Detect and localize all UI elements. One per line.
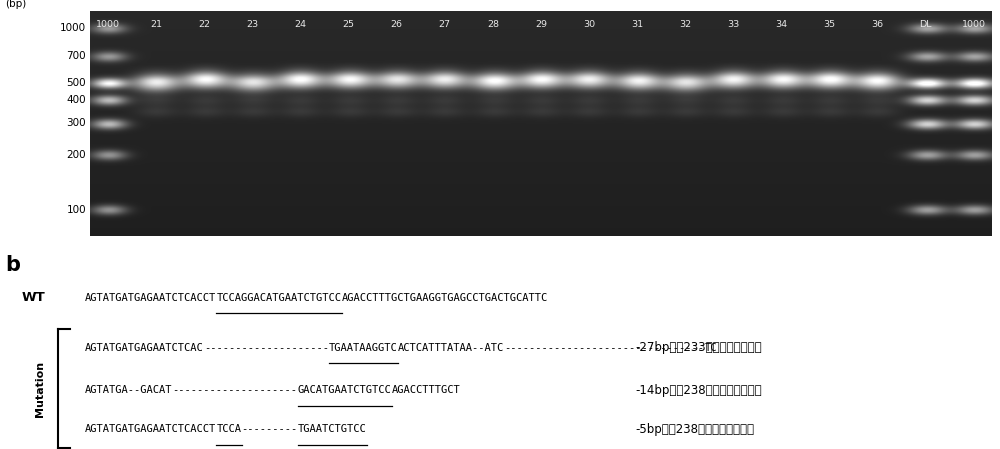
Text: --------------------------------: -------------------------------- bbox=[504, 343, 704, 353]
Text: 1000: 1000 bbox=[60, 23, 86, 33]
Text: 21: 21 bbox=[150, 20, 162, 29]
Text: 32: 32 bbox=[679, 20, 691, 29]
Text: 27: 27 bbox=[439, 20, 451, 29]
Text: TCCA: TCCA bbox=[216, 424, 241, 434]
Text: 400: 400 bbox=[66, 95, 86, 105]
Text: AGTATGATGAGAATCTCAC: AGTATGATGAGAATCTCAC bbox=[85, 343, 204, 353]
Text: AGACCTTTGCT: AGACCTTTGCT bbox=[392, 385, 461, 396]
Text: --------------------: -------------------- bbox=[204, 343, 329, 353]
Text: TGAATCTGTCC: TGAATCTGTCC bbox=[298, 424, 367, 434]
Text: 26: 26 bbox=[391, 20, 403, 29]
Text: 300: 300 bbox=[66, 118, 86, 128]
Text: a: a bbox=[5, 0, 19, 4]
Text: --------------------: -------------------- bbox=[173, 385, 298, 396]
Text: 24: 24 bbox=[294, 20, 306, 29]
Text: -5bp（第238位氨基酸处终止）: -5bp（第238位氨基酸处终止） bbox=[635, 423, 754, 436]
Text: 1000: 1000 bbox=[962, 20, 986, 29]
Text: 22: 22 bbox=[198, 20, 210, 29]
Text: 25: 25 bbox=[343, 20, 355, 29]
Text: 31: 31 bbox=[631, 20, 643, 29]
Text: 700: 700 bbox=[66, 51, 86, 61]
Text: 29: 29 bbox=[535, 20, 547, 29]
Text: 36: 36 bbox=[872, 20, 884, 29]
Text: 33: 33 bbox=[727, 20, 740, 29]
Text: 28: 28 bbox=[487, 20, 499, 29]
Text: -14bp（第238位氨基酸处终止）: -14bp（第238位氨基酸处终止） bbox=[635, 384, 762, 397]
Text: Mutation: Mutation bbox=[35, 361, 45, 417]
Text: TCCAGGACATGAATCTGTCC: TCCAGGACATGAATCTGTCC bbox=[216, 293, 341, 303]
Text: DL: DL bbox=[920, 20, 932, 29]
Text: 35: 35 bbox=[824, 20, 836, 29]
Text: TC: TC bbox=[705, 343, 717, 353]
Text: 30: 30 bbox=[583, 20, 595, 29]
Text: 100: 100 bbox=[66, 205, 86, 215]
Text: TGAATAAGGTC: TGAATAAGGTC bbox=[329, 343, 398, 353]
Text: (bp): (bp) bbox=[5, 0, 26, 9]
Text: 200: 200 bbox=[66, 150, 86, 160]
Text: -27bp（第233位氨基酸处终止）: -27bp（第233位氨基酸处终止） bbox=[635, 342, 762, 354]
Text: AGTATGATGAGAATCTCACCT: AGTATGATGAGAATCTCACCT bbox=[85, 293, 216, 303]
Text: AGACCTTTGCTGAAGGTGAGCCTGACTGCATTC: AGACCTTTGCTGAAGGTGAGCCTGACTGCATTC bbox=[342, 293, 548, 303]
Text: 34: 34 bbox=[775, 20, 788, 29]
Text: AGTATGATGAGAATCTCACCT: AGTATGATGAGAATCTCACCT bbox=[85, 424, 216, 434]
Text: ---------: --------- bbox=[242, 424, 298, 434]
Text: b: b bbox=[5, 255, 20, 275]
Text: ACTCATTTATAA--ATC: ACTCATTTATAA--ATC bbox=[398, 343, 504, 353]
Text: 1000: 1000 bbox=[96, 20, 120, 29]
Text: 23: 23 bbox=[246, 20, 258, 29]
Text: 500: 500 bbox=[66, 78, 86, 88]
Text: GACATGAATCTGTCC: GACATGAATCTGTCC bbox=[298, 385, 392, 396]
Text: AGTATGA--GACAT: AGTATGA--GACAT bbox=[85, 385, 173, 396]
Text: WT: WT bbox=[22, 291, 46, 304]
